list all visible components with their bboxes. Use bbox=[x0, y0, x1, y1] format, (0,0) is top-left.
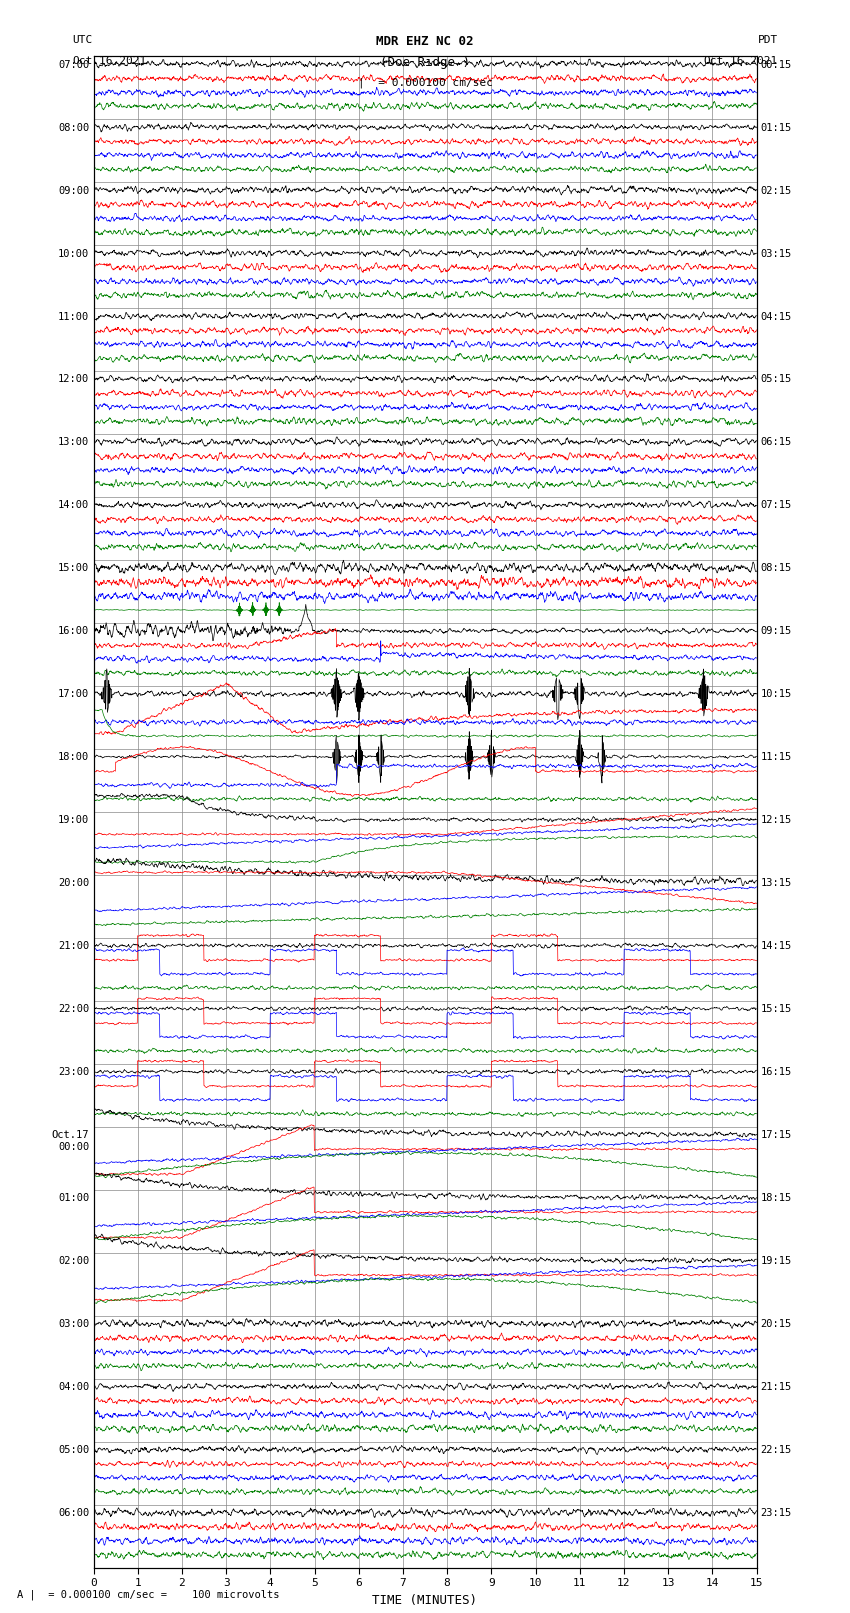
Text: A |  = 0.000100 cm/sec =    100 microvolts: A | = 0.000100 cm/sec = 100 microvolts bbox=[17, 1589, 280, 1600]
Text: PDT: PDT bbox=[757, 35, 778, 45]
Text: (Doe Ridge ): (Doe Ridge ) bbox=[380, 56, 470, 69]
Text: Oct.16,2021: Oct.16,2021 bbox=[72, 56, 146, 66]
X-axis label: TIME (MINUTES): TIME (MINUTES) bbox=[372, 1594, 478, 1607]
Text: Oct.16,2021: Oct.16,2021 bbox=[704, 56, 778, 66]
Text: |  = 0.000100 cm/sec: | = 0.000100 cm/sec bbox=[358, 77, 492, 89]
Text: MDR EHZ NC 02: MDR EHZ NC 02 bbox=[377, 35, 473, 48]
Text: UTC: UTC bbox=[72, 35, 93, 45]
